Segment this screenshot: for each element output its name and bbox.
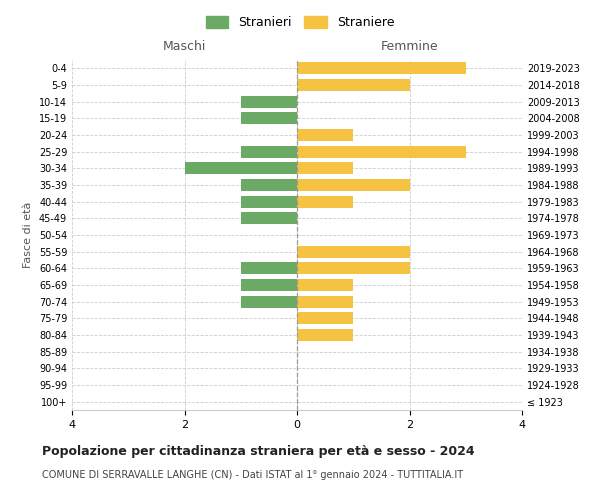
Bar (297, 162, 353, 174)
Bar (241, 112, 297, 124)
Y-axis label: Fasce di età: Fasce di età (23, 202, 33, 268)
Bar (297, 79, 409, 91)
Bar (241, 212, 297, 224)
Y-axis label: Anni di nascita: Anni di nascita (599, 194, 600, 276)
Bar (297, 296, 353, 308)
Text: Femmine: Femmine (380, 40, 439, 53)
Bar (241, 96, 297, 108)
Bar (185, 162, 297, 174)
Bar (297, 329, 353, 341)
Bar (297, 196, 353, 207)
Bar (297, 279, 353, 291)
Bar (297, 129, 353, 141)
Text: COMUNE DI SERRAVALLE LANGHE (CN) - Dati ISTAT al 1° gennaio 2024 - TUTTITALIA.IT: COMUNE DI SERRAVALLE LANGHE (CN) - Dati … (42, 470, 463, 480)
Bar (297, 146, 466, 158)
Bar (297, 179, 409, 191)
Bar (297, 262, 409, 274)
Legend: Stranieri, Straniere: Stranieri, Straniere (201, 11, 399, 34)
Bar (241, 196, 297, 207)
Text: Popolazione per cittadinanza straniera per età e sesso - 2024: Popolazione per cittadinanza straniera p… (42, 445, 475, 458)
Bar (241, 262, 297, 274)
Bar (241, 179, 297, 191)
Text: Maschi: Maschi (163, 40, 206, 53)
Bar (297, 312, 353, 324)
Bar (241, 146, 297, 158)
Bar (297, 62, 466, 74)
Bar (297, 246, 409, 258)
Bar (241, 279, 297, 291)
Bar (241, 296, 297, 308)
